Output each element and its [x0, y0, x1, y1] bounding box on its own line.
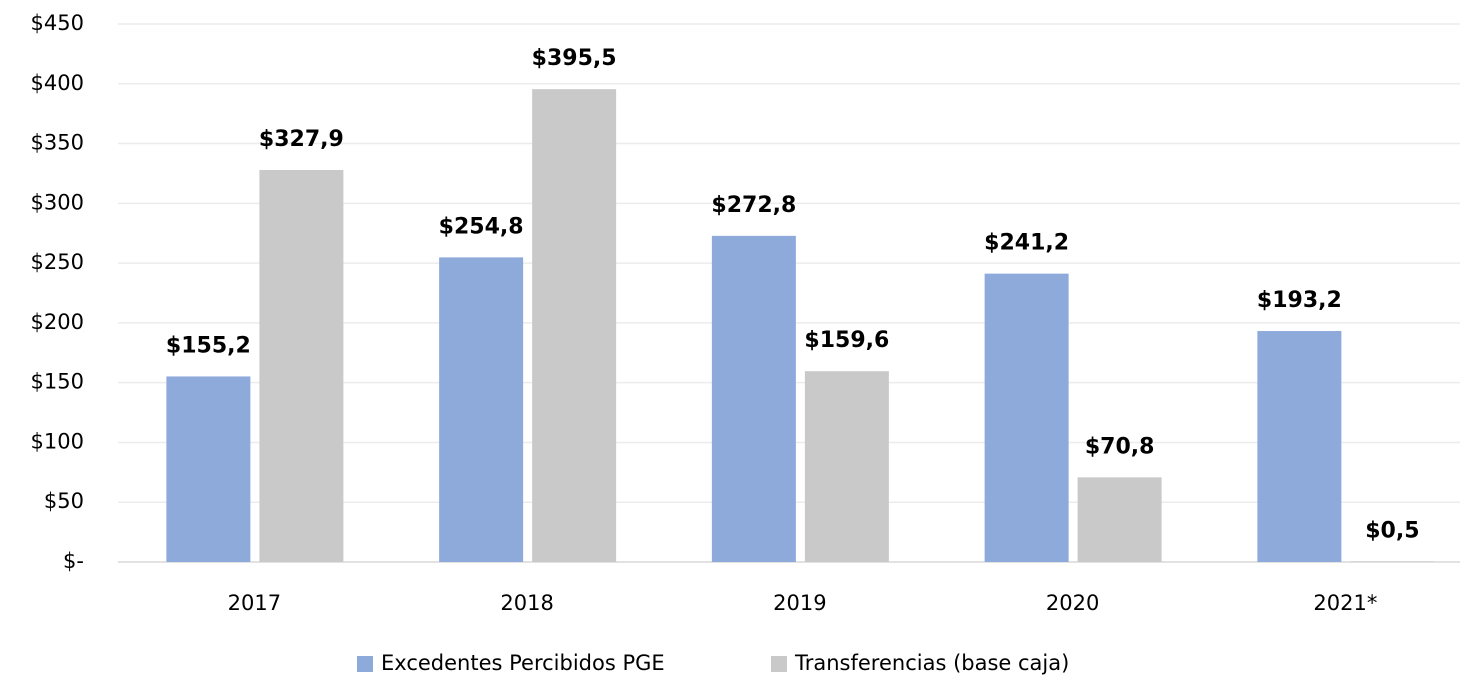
bar: [166, 376, 251, 562]
value-label: $70,8: [1085, 434, 1155, 459]
x-tick-label: 2018: [500, 591, 553, 615]
y-tick-label: $200: [31, 310, 84, 334]
value-label: $0,5: [1365, 518, 1419, 543]
bar: [1077, 477, 1162, 562]
y-tick-label: $50: [44, 489, 84, 513]
legend-label: Transferencias (base caja): [794, 651, 1069, 675]
value-label: $327,9: [259, 127, 344, 152]
legend-swatch: [357, 656, 373, 672]
y-tick-label: $-: [63, 549, 84, 573]
bar: [1350, 561, 1435, 562]
value-label: $193,2: [1257, 288, 1342, 313]
x-tick-label: 2019: [773, 591, 826, 615]
value-label: $159,6: [804, 328, 889, 353]
value-label: $155,2: [166, 333, 251, 358]
legend-label: Excedentes Percibidos PGE: [381, 651, 665, 675]
value-label: $254,8: [439, 214, 524, 239]
legend-swatch: [771, 656, 787, 672]
y-tick-label: $400: [31, 71, 84, 95]
bar: [259, 169, 344, 562]
value-label: $395,5: [532, 46, 617, 71]
bar: [711, 235, 796, 562]
y-tick-label: $100: [31, 429, 84, 453]
bar: [1257, 331, 1342, 562]
x-tick-label: 2021*: [1313, 591, 1377, 615]
value-label: $241,2: [984, 231, 1069, 256]
y-tick-label: $300: [31, 190, 84, 214]
bar: [984, 273, 1069, 562]
value-label: $272,8: [711, 193, 796, 218]
y-tick-label: $350: [31, 131, 84, 155]
x-tick-label: 2017: [228, 591, 281, 615]
x-tick-label: 2020: [1046, 591, 1099, 615]
y-tick-label: $250: [31, 250, 84, 274]
bar: [804, 371, 889, 562]
bar: [532, 89, 617, 562]
y-tick-label: $450: [31, 11, 84, 35]
y-tick-label: $150: [31, 370, 84, 394]
bar: [439, 257, 524, 562]
